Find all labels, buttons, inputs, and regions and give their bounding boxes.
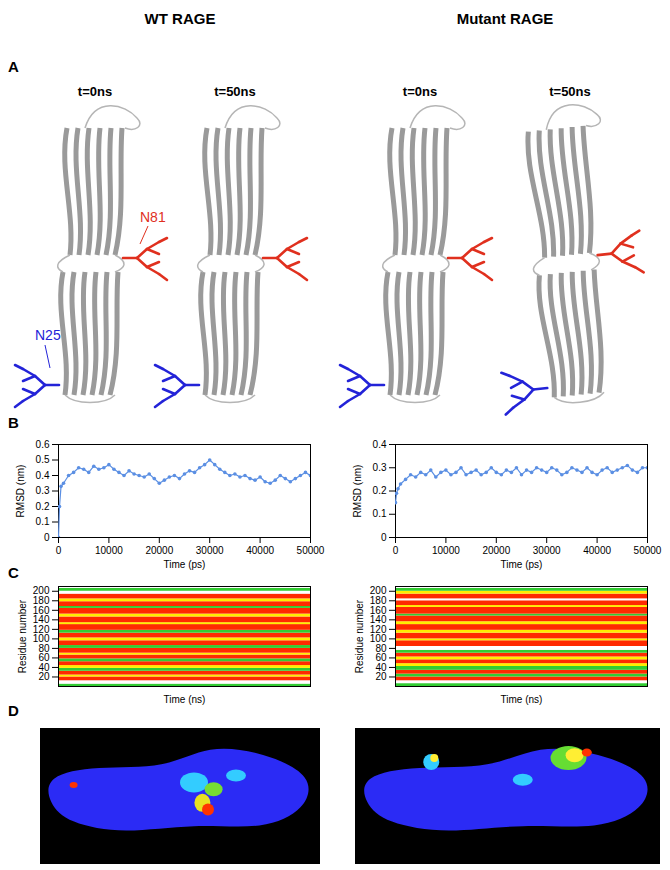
svg-text:D: D: [8, 702, 19, 719]
svg-text:WT RAGE: WT RAGE: [145, 10, 216, 27]
svg-text:N81: N81: [140, 209, 166, 225]
svg-text:C: C: [8, 564, 19, 581]
svg-text:0.5: 0.5: [36, 454, 50, 465]
svg-text:140: 140: [370, 614, 387, 625]
svg-text:0: 0: [393, 545, 399, 556]
svg-text:Mutant RAGE: Mutant RAGE: [457, 10, 554, 27]
svg-text:0: 0: [56, 545, 62, 556]
svg-text:50000: 50000: [634, 545, 662, 556]
svg-text:0: 0: [44, 532, 50, 543]
svg-text:40: 40: [375, 662, 387, 673]
svg-text:Time (ns): Time (ns): [501, 694, 543, 705]
svg-text:200: 200: [370, 585, 387, 596]
svg-text:40: 40: [38, 662, 50, 673]
svg-text:200: 200: [33, 585, 50, 596]
svg-text:20: 20: [375, 671, 387, 682]
svg-text:0.6: 0.6: [36, 439, 50, 450]
svg-text:0.4: 0.4: [373, 439, 387, 450]
svg-text:20: 20: [38, 671, 50, 682]
svg-text:N25: N25: [35, 327, 61, 343]
svg-text:0.1: 0.1: [36, 516, 50, 527]
svg-text:40000: 40000: [583, 545, 611, 556]
svg-text:80: 80: [375, 643, 387, 654]
svg-text:10000: 10000: [432, 545, 460, 556]
svg-text:Time (ps): Time (ps): [501, 559, 543, 570]
svg-text:0.3: 0.3: [373, 462, 387, 473]
svg-text:100: 100: [370, 633, 387, 644]
svg-text:10000: 10000: [95, 545, 123, 556]
svg-text:60: 60: [38, 652, 50, 663]
svg-text:RMSD (nm): RMSD (nm): [15, 465, 26, 518]
svg-text:Residue number: Residue number: [17, 599, 28, 673]
svg-text:140: 140: [33, 614, 50, 625]
svg-text:0.2: 0.2: [373, 485, 387, 496]
svg-text:t=50ns: t=50ns: [214, 84, 256, 99]
svg-text:30000: 30000: [533, 545, 561, 556]
svg-text:160: 160: [370, 605, 387, 616]
svg-text:20000: 20000: [482, 545, 510, 556]
svg-text:100: 100: [33, 633, 50, 644]
svg-text:B: B: [8, 414, 19, 431]
svg-text:120: 120: [370, 624, 387, 635]
svg-text:A: A: [8, 58, 19, 75]
svg-text:50000: 50000: [297, 545, 325, 556]
svg-text:180: 180: [33, 595, 50, 606]
svg-text:Time (ps): Time (ps): [164, 559, 206, 570]
svg-text:RMSD (nm): RMSD (nm): [352, 465, 363, 518]
svg-text:0.1: 0.1: [373, 508, 387, 519]
svg-text:Time (ns): Time (ns): [164, 694, 206, 705]
svg-text:0: 0: [381, 532, 387, 543]
svg-text:40000: 40000: [246, 545, 274, 556]
svg-text:60: 60: [375, 652, 387, 663]
svg-text:t=0ns: t=0ns: [403, 84, 437, 99]
svg-text:t=50ns: t=50ns: [549, 84, 591, 99]
svg-text:20000: 20000: [145, 545, 173, 556]
svg-text:80: 80: [38, 643, 50, 654]
svg-text:0.4: 0.4: [36, 470, 50, 481]
svg-text:0.3: 0.3: [36, 485, 50, 496]
svg-text:Residue number: Residue number: [354, 599, 365, 673]
svg-text:t=0ns: t=0ns: [78, 84, 112, 99]
svg-text:0.2: 0.2: [36, 501, 50, 512]
svg-text:120: 120: [33, 624, 50, 635]
svg-text:180: 180: [370, 595, 387, 606]
svg-text:160: 160: [33, 605, 50, 616]
svg-text:30000: 30000: [196, 545, 224, 556]
